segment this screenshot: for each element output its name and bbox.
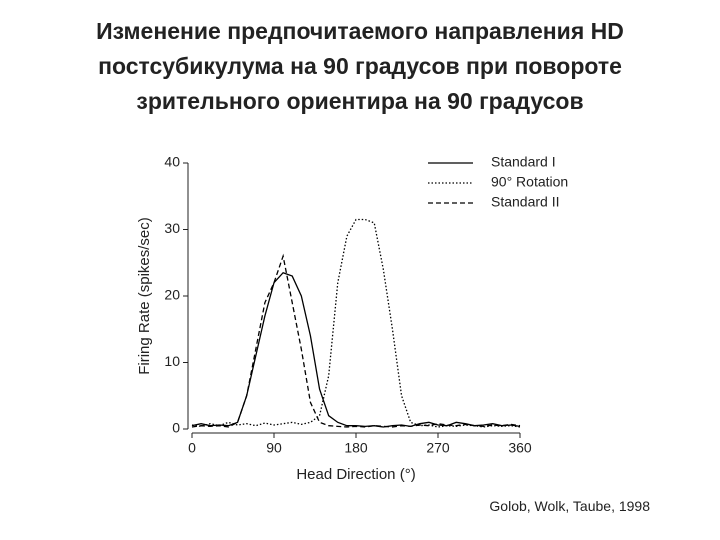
y-tick-label: 30 — [164, 220, 180, 236]
legend-label: Standard I — [491, 154, 556, 170]
series-line — [191, 271, 521, 428]
y-tick-label: 20 — [164, 287, 180, 303]
series-line — [191, 253, 521, 428]
y-axis-label: Firing Rate (spikes/sec) — [136, 217, 153, 375]
legend-label: Standard II — [491, 194, 560, 210]
y-tick-label: 40 — [164, 154, 180, 170]
x-tick-label: 180 — [344, 440, 368, 456]
x-tick-label: 360 — [508, 440, 532, 456]
x-axis-label: Head Direction (°) — [296, 466, 415, 483]
series-line — [191, 218, 521, 428]
legend-label: 90° Rotation — [491, 174, 568, 190]
chart-title: Изменение предпочитаемого направления HD… — [96, 18, 624, 114]
source-note: Golob, Wolk, Taube, 1998 — [489, 498, 650, 514]
x-tick-label: 90 — [266, 440, 282, 456]
x-tick-label: 270 — [426, 440, 450, 456]
y-tick-label: 10 — [164, 353, 180, 369]
y-tick-label: 0 — [172, 420, 180, 436]
x-tick-label: 0 — [188, 440, 196, 456]
